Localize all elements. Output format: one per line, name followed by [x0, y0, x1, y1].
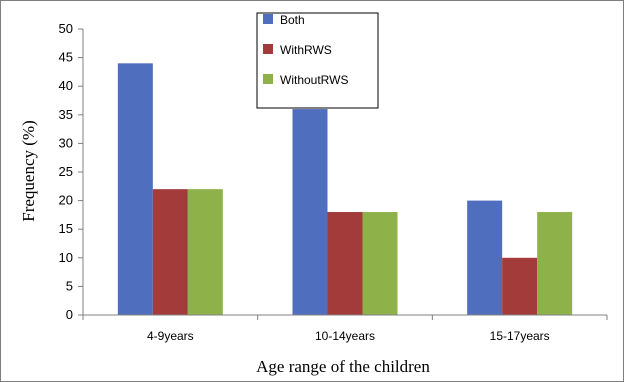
x-category-label: 4-9years [147, 329, 194, 343]
bar-withrws-4-9years [152, 189, 188, 315]
bar-withoutrws-4-9years [187, 189, 223, 315]
bar-both-15-17years [467, 200, 503, 315]
y-tick-label: 20 [59, 193, 73, 208]
bar-both-4-9years [117, 63, 153, 315]
y-axis-ticks: 0 5 10 15 20 25 30 35 40 45 50 [59, 21, 83, 322]
x-axis-categories: 4-9years 10-14years 15-17years [82, 315, 608, 343]
y-tick-label: 15 [59, 221, 73, 236]
legend-items: Both WithRWS WithoutRWS [263, 13, 348, 87]
y-tick-label: 5 [66, 278, 73, 293]
bars [117, 63, 573, 315]
legend-swatch-withrws [263, 44, 273, 54]
bar-withoutrws-15-17years [537, 212, 573, 315]
legend-label-both: Both [280, 13, 305, 27]
legend-label-withoutrws: WithoutRWS [280, 73, 348, 87]
legend-box [256, 12, 379, 109]
x-category-label: 15-17years [490, 329, 550, 343]
y-tick-label: 10 [59, 250, 73, 265]
legend-swatch-withoutrws [263, 74, 273, 84]
y-tick-label: 40 [59, 78, 73, 93]
x-axis-title: Age range of the children [256, 357, 430, 376]
y-axis-title: Frequency (%) [19, 120, 38, 222]
y-tick-label: 50 [59, 21, 73, 36]
y-tick-label: 25 [59, 164, 73, 179]
bar-both-10-14years [292, 109, 328, 315]
y-tick-label: 45 [59, 50, 73, 65]
legend-swatch-both [263, 14, 273, 24]
x-category-label: 10-14years [315, 329, 375, 343]
y-tick-label: 30 [59, 135, 73, 150]
bar-withrws-10-14years [327, 212, 363, 315]
legend: Both WithRWS WithoutRWS [256, 12, 379, 109]
bar-withrws-15-17years [502, 257, 538, 315]
y-tick-label: 0 [66, 307, 73, 322]
y-tick-label: 35 [59, 107, 73, 122]
legend-label-withrws: WithRWS [280, 43, 332, 57]
bar-withoutrws-10-14years [362, 212, 398, 315]
